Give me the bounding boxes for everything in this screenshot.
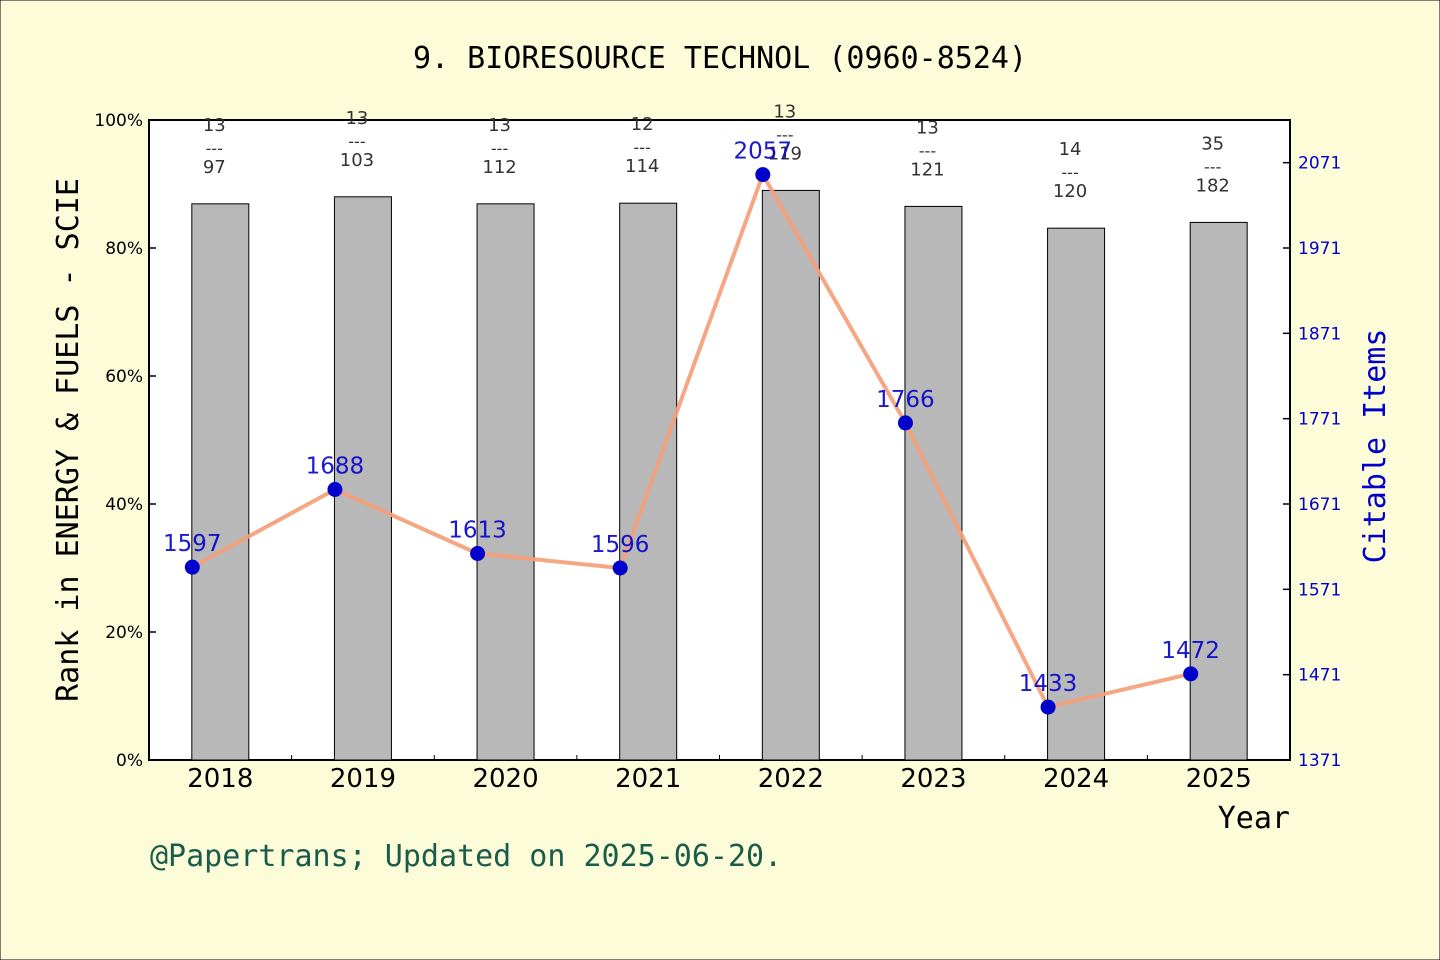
y2-tick-label-1: 1471 [1298,666,1341,686]
y-tick-label-3: 60% [105,367,143,387]
x-tick-label-2018: 2018 [187,764,253,794]
rank-total-2024: 120 [1053,181,1087,202]
y2-axis-label: Citable Items [1358,329,1393,564]
rank-total-2019: 103 [340,150,374,171]
bar-2023 [904,205,963,761]
citable-value-2025: 1472 [1161,638,1220,664]
x-tick-label-2020: 2020 [472,764,538,794]
rank-label-2020: 13 [488,115,511,136]
rank-total-2022: 119 [768,143,802,164]
rank-divider-2021: --- [634,138,651,157]
citable-point-2022 [755,167,771,183]
citable-point-2019 [327,481,343,497]
x-tick-label-2024: 2024 [1043,764,1109,794]
value-labels-layer: 1597 1688 1613 1596 2057 1766 1433 1472 [163,139,1220,697]
rank-label-2022: 13 [773,101,796,122]
x-tick-label-2023: 2023 [900,764,966,794]
bar-2024 [1047,227,1106,761]
bar-2018 [191,203,250,761]
y2-tick-label-7: 2071 [1298,154,1341,174]
rank-label-2021: 12 [631,114,654,135]
axes-layer: 0% 20% 40% 60% 80% 100% 1371 1471 1571 1671 1771 18… [94,111,1341,794]
y-tick-label-0: 0% [116,751,143,771]
rank-total-2018: 97 [203,157,226,178]
x-tick-label-2022: 2022 [758,764,824,794]
plot-area [148,119,1291,761]
citable-value-2023: 1766 [876,387,935,413]
y-tick-label-1: 20% [105,623,143,643]
citable-value-2019: 1688 [306,453,365,479]
rank-label-2024: 14 [1059,139,1082,160]
citable-point-2021 [612,560,628,576]
citable-point-2024 [1040,699,1056,715]
rank-label-2023: 13 [916,117,939,138]
y-tick-label-4: 80% [105,239,143,259]
rank-labels-layer: 13---9713---10313---11212---11413---1191… [203,101,1230,202]
footer-note: @Papertrans; Updated on 2025-06-20. [150,839,782,874]
rank-divider-2023: --- [919,141,936,160]
bars-layer [191,189,1248,761]
line-layer [184,167,1199,715]
y2-tick-label-4: 1771 [1298,410,1341,430]
rank-divider-2020: --- [491,139,508,158]
citable-value-2018: 1597 [163,531,222,557]
citable-value-2020: 1613 [448,517,507,543]
citable-point-2018 [184,559,200,575]
rank-divider-2022: --- [776,125,793,144]
x-tick-label-2019: 2019 [330,764,396,794]
y-axis-label: Rank in ENERGY & FUELS - SCIE [51,178,86,702]
bar-2020 [476,203,535,761]
y2-tick-label-3: 1671 [1298,495,1341,515]
rank-total-2021: 114 [625,156,659,177]
citable-point-2023 [897,415,913,431]
y-tick-label-5: 100% [94,111,143,131]
y2-tick-label-5: 1871 [1298,324,1341,344]
y2-tick-label-6: 1971 [1298,239,1341,259]
x-axis-label: Year [1218,801,1290,836]
rank-divider-2019: --- [348,132,365,151]
rank-divider-2024: --- [1061,163,1078,182]
rank-total-2023: 121 [910,159,944,180]
citable-value-2024: 1433 [1019,671,1078,697]
rank-label-2025: 35 [1201,133,1224,154]
y2-tick-label-0: 1371 [1298,751,1341,771]
rank-total-2025: 182 [1196,175,1230,196]
rank-label-2018: 13 [203,115,226,136]
bar-2022 [761,189,820,761]
citable-point-2025 [1183,666,1199,682]
chart-title: 9. BIORESOURCE TECHNOL (0960-8524) [413,41,1027,76]
citable-items-line [191,172,1192,710]
citable-value-2022: 2057 [734,139,793,165]
rank-divider-2025: --- [1204,157,1221,176]
x-tick-label-2021: 2021 [615,764,681,794]
bar-2019 [333,196,392,761]
y2-tick-label-2: 1571 [1298,580,1341,600]
x-tick-label-2025: 2025 [1186,764,1252,794]
bar-2021 [619,202,678,761]
citable-point-2020 [470,545,486,561]
citable-value-2021: 1596 [591,532,650,558]
bar-2025 [1189,221,1248,761]
rank-divider-2018: --- [206,139,223,158]
rank-label-2019: 13 [345,108,368,129]
y-tick-label-2: 40% [105,495,143,515]
rank-total-2020: 112 [482,157,516,178]
